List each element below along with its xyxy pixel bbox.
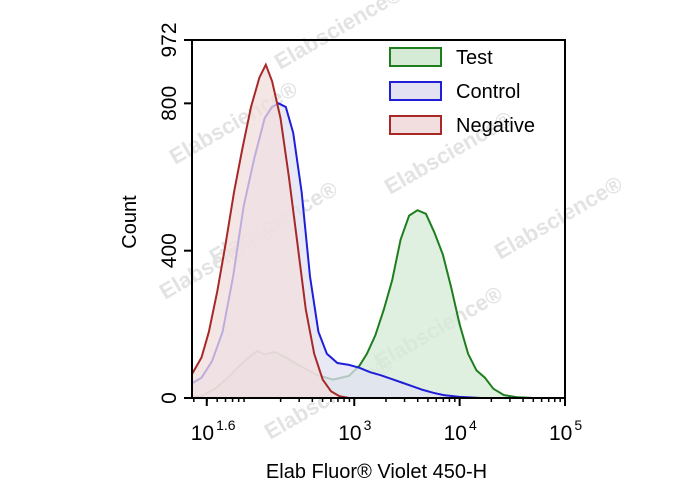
watermark-text: Elabscience® [270,0,407,74]
series-area-test [192,210,534,398]
x-tick-label: 10 1.6 [191,417,236,445]
legend-swatch-negative [389,115,442,135]
plot-frame [191,39,566,399]
legend: Test Control Negative [389,47,535,137]
legend-label-negative: Negative [456,115,535,137]
x-tick-label: 10 5 [549,417,582,445]
x-axis-label: Elab Fluor® Violet 450-H [266,461,487,483]
legend-swatch-control [389,81,442,101]
legend-label-test: Test [456,47,493,69]
legend-label-control: Control [456,81,520,103]
series-layer [191,62,534,399]
y-tick-label: 800 [158,86,181,121]
watermark-text: Elabscience® [490,171,627,264]
x-tick-label: 10 3 [338,417,371,445]
legend-swatch-test [389,47,442,67]
series-line-negative [191,62,350,399]
series-area-negative [192,64,349,398]
y-tick-label: 972 [158,22,181,57]
x-tick-label: 10 4 [444,417,477,445]
y-axis-label: Count [119,195,141,249]
y-tick-label: 400 [158,233,181,268]
axes: 0 400 800 972 10 1.6 10 3 10 4 10 5 [158,22,582,445]
y-tick-label: 0 [158,392,181,404]
